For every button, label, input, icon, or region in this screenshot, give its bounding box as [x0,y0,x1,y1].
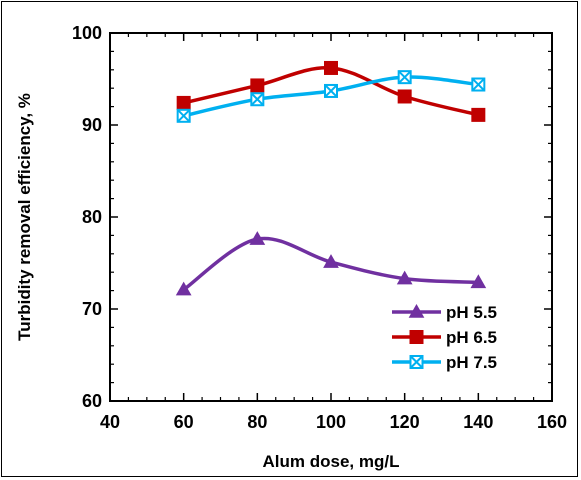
data-point [397,70,412,85]
y-tick-label: 90 [82,115,102,135]
legend-label: pH 5.5 [446,303,497,322]
data-point [470,274,487,289]
legend-entry: pH 6.5 [392,328,497,347]
y-tick-label: 60 [82,391,102,411]
data-point [249,231,266,245]
x-tick-label: 100 [316,412,346,432]
data-point [250,78,265,93]
data-point [396,270,413,285]
data-point [176,95,191,110]
data-point [175,281,192,296]
data-point [471,77,486,92]
data-point [323,254,339,268]
marker-cross [409,355,424,369]
data-point [397,89,412,104]
series-2 [176,60,486,122]
data-point [324,60,338,75]
legend-entry: pH 5.5 [392,303,497,322]
marker-cross [250,92,265,106]
marker-cross [471,77,486,92]
legend-marker [409,330,424,344]
y-tick-label: 80 [82,207,102,227]
data-point [471,107,486,122]
legend-marker [409,355,424,369]
data-point [250,92,265,107]
legend-marker [408,303,425,318]
x-tick-label: 160 [537,412,567,432]
x-tick-label: 120 [390,412,420,432]
data-point [324,83,338,98]
legend-entry: pH 7.5 [392,353,497,372]
marker-cross [397,70,412,84]
x-tick-label: 60 [174,412,194,432]
series-1 [175,231,487,296]
series-3 [176,70,486,123]
legend-label: pH 7.5 [446,353,497,372]
x-tick-label: 80 [247,412,267,432]
x-tick-label: 40 [100,412,120,432]
marker-cross [324,84,338,98]
legend: pH 5.5 pH 6.5 pH 7.5 [392,303,497,372]
legend-label: pH 6.5 [446,328,497,347]
series-layer [175,60,487,296]
y-tick-label: 100 [72,23,102,43]
x-tick-label: 140 [463,412,493,432]
y-tick-label: 70 [82,299,102,319]
marker-cross [176,109,191,123]
y-axis-title: Turbidity removal efficiency, % [15,93,34,341]
x-axis-title: Alum dose, mg/L [263,452,400,471]
data-point [176,108,191,123]
